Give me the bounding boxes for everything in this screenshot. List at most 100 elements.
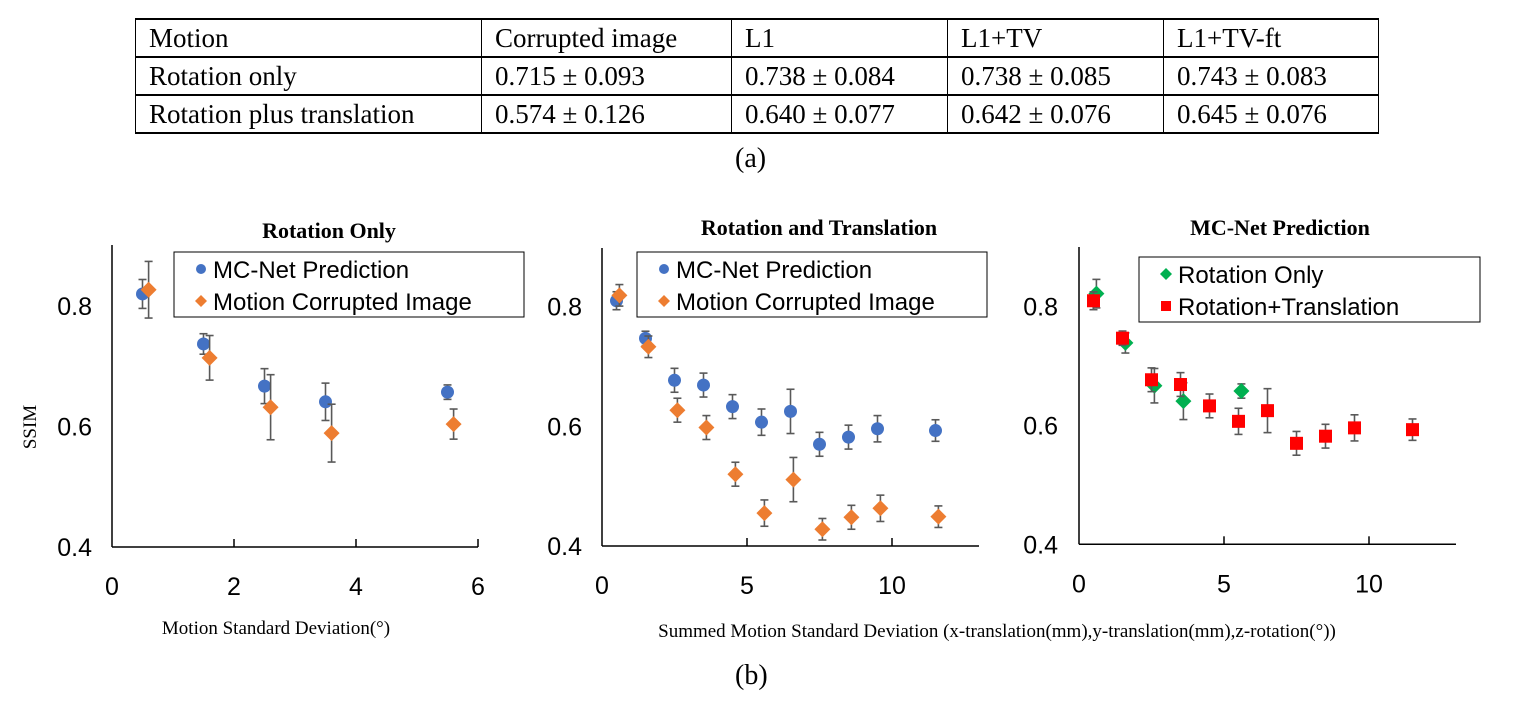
series-mc-net-prediction: [610, 290, 942, 458]
legend-marker-icon: [196, 264, 206, 274]
data-point: [669, 402, 686, 419]
x-tick-label: 0: [595, 572, 609, 600]
data-point: [258, 379, 271, 393]
x-axis-label-chart2: Summed Motion Standard Deviation (x-tran…: [658, 621, 1336, 642]
data-point: [1203, 399, 1216, 413]
legend: Rotation Only Rotation+Translation: [1138, 256, 1481, 323]
table-cell: Rotation plus translation: [135, 94, 482, 134]
table-caption: (a): [735, 143, 767, 174]
header-cell: L1: [731, 18, 948, 58]
y-tick-label: 0.4: [57, 534, 92, 562]
chart-2: Rotation and Translation 0.4 0.6 0.8 0 5 10 MC-…: [547, 215, 988, 600]
data-point: [785, 471, 802, 488]
y-tick-label: 0.6: [1023, 413, 1058, 441]
data-point: [445, 416, 462, 433]
legend-marker-icon: [658, 295, 670, 307]
x-tick-label: 5: [740, 572, 754, 600]
data-point: [814, 521, 831, 538]
data-point: [872, 500, 889, 517]
data-point: [726, 400, 739, 414]
data-point: [813, 437, 826, 451]
table-cell: 0.574 ± 0.126: [481, 94, 732, 134]
data-point: [871, 422, 884, 436]
data-point: [1319, 429, 1332, 443]
y-tick-label: 0.6: [57, 414, 92, 442]
data-point: [1087, 294, 1100, 308]
legend-label: Motion Corrupted Image: [213, 289, 472, 316]
y-tick-label: 0.6: [547, 413, 582, 441]
y-tick-label: 0.8: [547, 294, 582, 322]
x-tick-label: 0: [1072, 570, 1086, 598]
data-point: [1232, 414, 1245, 428]
data-point: [1145, 373, 1158, 387]
figure-caption: (b): [735, 660, 768, 691]
y-tick-label: 0.4: [1023, 531, 1058, 559]
legend-box: [636, 251, 988, 318]
legend-label: MC-Net Prediction: [676, 257, 872, 284]
table-cell: 0.645 ± 0.076: [1163, 94, 1379, 134]
header-cell: Corrupted image: [481, 18, 732, 58]
header-cell: Motion: [135, 18, 482, 58]
data-point: [842, 430, 855, 444]
series-rotation-translation: [1087, 291, 1419, 457]
legend-marker-icon: [195, 295, 207, 307]
y-tick-label: 0.8: [57, 293, 92, 321]
data-point: [1348, 421, 1361, 435]
data-point: [843, 509, 860, 526]
data-point: [197, 337, 210, 351]
data-point: [930, 508, 947, 525]
data-point: [1233, 383, 1250, 400]
data-point: [1290, 436, 1303, 450]
data-point: [1175, 393, 1192, 410]
legend: MC-Net Prediction Motion Corrupted Image: [173, 251, 525, 318]
legend-marker-icon: [1161, 301, 1171, 311]
table-cell: 0.738 ± 0.085: [947, 56, 1164, 96]
chart-title: MC-Net Prediction: [1190, 215, 1370, 240]
legend-label: Rotation+Translation: [1178, 294, 1399, 321]
data-point: [262, 399, 279, 416]
chart-title: Rotation and Translation: [701, 215, 937, 240]
data-point: [1174, 378, 1187, 392]
data-point: [1261, 404, 1274, 418]
data-point: [1406, 423, 1419, 437]
legend-box: [173, 251, 525, 318]
data-point: [697, 378, 710, 392]
x-tick-label: 6: [471, 573, 485, 601]
legend-label: MC-Net Prediction: [213, 257, 409, 284]
data-point: [1116, 331, 1129, 345]
x-tick-label: 0: [105, 573, 119, 601]
x-tick-label: 2: [227, 573, 241, 601]
chart-1: Rotation Only 0.4 0.6 0.8 0 2 4 6 MC-Net Predict…: [57, 218, 525, 601]
chart-3: MC-Net Prediction 0.4 0.6 0.8 0 5 10 Rotation O…: [1023, 215, 1481, 598]
x-tick-label: 10: [1355, 570, 1383, 598]
data-point: [756, 505, 773, 522]
data-point: [611, 287, 628, 304]
legend-label: Motion Corrupted Image: [676, 289, 935, 316]
series-motion-corrupted-image: [140, 260, 462, 463]
series-motion-corrupted-image: [611, 283, 947, 541]
x-tick-label: 10: [878, 572, 906, 600]
legend-box: [1138, 256, 1481, 323]
legend-marker-icon: [1160, 268, 1172, 280]
y-axis-label: SSIM: [20, 405, 41, 449]
legend-marker-icon: [659, 264, 669, 274]
data-point: [929, 424, 942, 438]
y-tick-label: 0.4: [547, 533, 582, 561]
data-point: [784, 404, 797, 418]
x-tick-label: 4: [349, 573, 363, 601]
table-cell: 0.743 ± 0.083: [1163, 56, 1379, 96]
data-point: [140, 281, 157, 298]
table-cell: 0.640 ± 0.077: [731, 94, 948, 134]
data-point: [201, 349, 218, 366]
table-row: Rotation plus translation 0.574 ± 0.126 …: [135, 94, 1379, 134]
legend: MC-Net Prediction Motion Corrupted Image: [636, 251, 988, 318]
data-point: [441, 385, 454, 399]
data-point: [640, 338, 657, 355]
legend-label: Rotation Only: [1178, 262, 1323, 289]
data-point: [668, 373, 681, 387]
table-cell: 0.642 ± 0.076: [947, 94, 1164, 134]
x-tick-label: 5: [1217, 570, 1231, 598]
results-table: Motion Corrupted image L1 L1+TV L1+TV-ft…: [135, 18, 1379, 134]
chart-title: Rotation Only: [262, 218, 396, 243]
